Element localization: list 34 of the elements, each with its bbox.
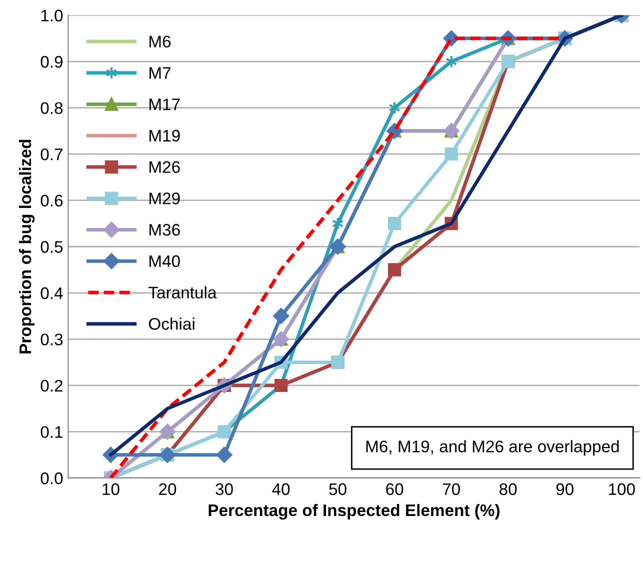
y-axis-title: Proportion of bug localized bbox=[18, 140, 35, 354]
legend-label: M36 bbox=[150, 224, 180, 236]
x-axis-title: Percentage of Inspected Element (%) bbox=[208, 504, 500, 520]
x-tick-label: 20 bbox=[159, 483, 176, 496]
legend-label: M40 bbox=[150, 255, 180, 268]
x-tick-label: 60 bbox=[386, 483, 404, 496]
legend-label: M17 bbox=[150, 98, 180, 110]
x-tick-label: 10 bbox=[102, 483, 120, 496]
x-tick-label: 70 bbox=[442, 483, 460, 496]
x-tick-label: 80 bbox=[500, 483, 517, 496]
x-tick-label: 100 bbox=[608, 483, 635, 496]
x-tick-label: 40 bbox=[272, 483, 290, 496]
legend-label: M6 bbox=[150, 36, 171, 48]
legend-label: M26 bbox=[150, 161, 180, 173]
y-tick-label: 0.3 bbox=[40, 334, 63, 346]
y-tick-label: 0.2 bbox=[40, 380, 62, 392]
y-tick-label: 0.1 bbox=[40, 426, 62, 438]
y-tick-label: 0.7 bbox=[40, 148, 62, 160]
y-tick-label: 0.0 bbox=[40, 472, 63, 484]
legend-label: M7 bbox=[150, 67, 170, 79]
legend-label: M19 bbox=[150, 130, 180, 142]
legend-label: Ochiai bbox=[148, 318, 194, 330]
legend-label: M29 bbox=[150, 192, 180, 204]
annotation: M6, M19, and M26 are overlapped bbox=[366, 440, 619, 456]
y-tick-label: 0.6 bbox=[40, 194, 63, 207]
x-tick-label: 50 bbox=[329, 483, 346, 496]
y-tick-label: 0.8 bbox=[40, 102, 63, 114]
y-tick-label: 0.9 bbox=[40, 56, 63, 68]
x-tick-label: 90 bbox=[556, 483, 574, 496]
y-tick-label: 0.4 bbox=[40, 287, 63, 300]
x-tick-label: 30 bbox=[216, 483, 233, 496]
legend-label: Tarantula bbox=[148, 286, 217, 298]
y-tick-label: 0.5 bbox=[40, 241, 63, 253]
y-tick-label: 1.0 bbox=[41, 10, 63, 22]
